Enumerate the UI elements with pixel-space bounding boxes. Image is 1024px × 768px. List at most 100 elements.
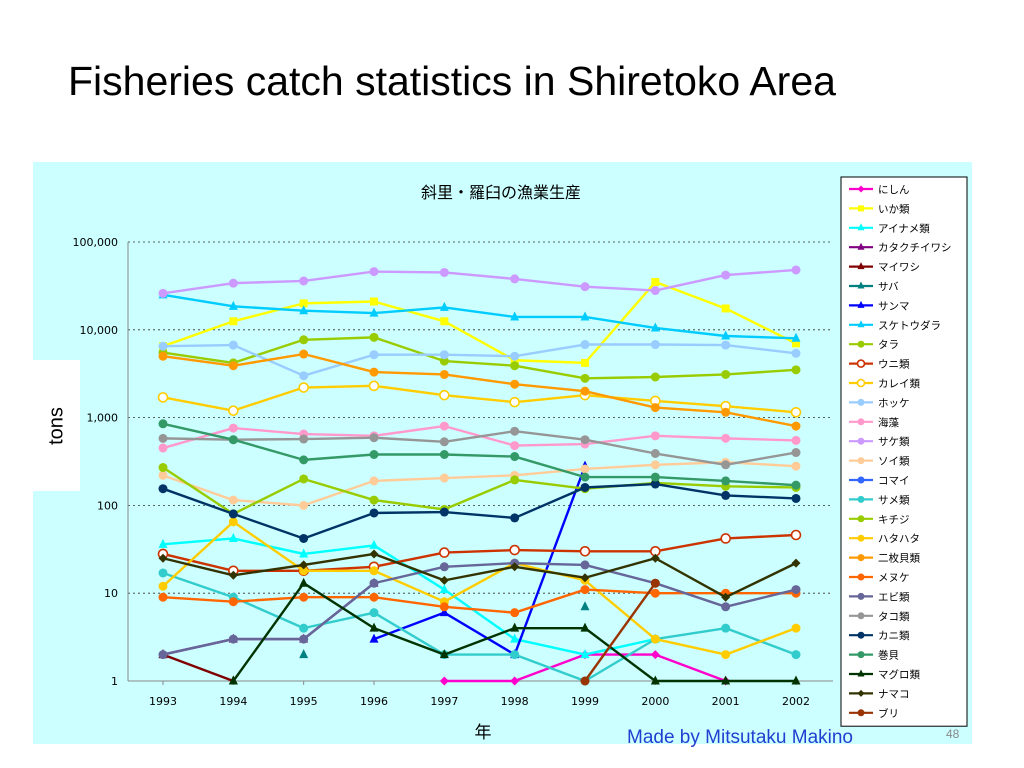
legend-label: アイナメ類	[878, 223, 930, 235]
x-axis-title: 年	[475, 723, 492, 743]
data-point	[228, 495, 238, 505]
data-point	[158, 568, 168, 578]
x-tick-label: 1999	[571, 695, 599, 708]
data-point	[228, 340, 238, 350]
data-point	[721, 304, 730, 313]
data-point	[158, 553, 168, 563]
data-point	[580, 340, 590, 350]
data-point	[580, 585, 590, 595]
data-point	[580, 311, 590, 321]
data-point	[791, 480, 801, 490]
credit-text: Made by Mitsutaku Makino	[627, 727, 853, 748]
data-point	[510, 608, 520, 618]
data-point	[369, 495, 379, 505]
legend-marker	[857, 340, 865, 348]
data-point	[439, 356, 449, 366]
legend-label: 巻貝	[878, 650, 899, 662]
series-line	[162, 336, 797, 380]
legend-label: マイワシ	[878, 262, 920, 274]
data-point	[510, 351, 520, 361]
series-line	[162, 268, 797, 295]
data-point	[369, 433, 379, 443]
legend-marker	[857, 689, 865, 697]
data-point	[721, 623, 731, 633]
data-point	[650, 578, 660, 588]
legend-marker	[858, 205, 864, 212]
series-line	[162, 561, 797, 656]
data-point	[650, 472, 660, 482]
series-line	[162, 422, 797, 487]
legend-marker	[857, 437, 865, 445]
data-point	[158, 538, 168, 548]
data-point	[721, 460, 731, 470]
data-point	[580, 622, 590, 632]
page-number: 48	[946, 727, 960, 741]
series-line	[162, 430, 797, 467]
data-point	[298, 382, 309, 393]
legend: にしんいか類アイナメ類カタクチイワシマイワシサバサンマスケトウダラタラウニ類カレ…	[840, 176, 968, 727]
data-point	[228, 405, 239, 416]
data-point	[510, 562, 520, 572]
data-point	[510, 379, 520, 389]
y-tick-label: 100	[97, 499, 118, 512]
data-point	[791, 365, 801, 375]
legend-label: ナマコ	[878, 688, 910, 700]
legend-marker	[857, 398, 865, 406]
series-line	[162, 461, 797, 507]
data-point	[369, 608, 379, 618]
series-10	[157, 380, 802, 418]
series-line	[584, 582, 657, 682]
data-point	[158, 443, 168, 453]
data-point	[510, 274, 520, 284]
data-point	[510, 452, 520, 462]
data-point	[228, 570, 238, 580]
data-point	[791, 558, 801, 568]
series-line	[373, 465, 587, 656]
data-point	[791, 435, 801, 445]
series-23	[158, 479, 801, 543]
axis-layer: 1 10 100 1,000 10,000 100,000 1993 1994 1995 1996…	[73, 236, 833, 708]
legend-marker	[856, 378, 866, 388]
data-point	[439, 649, 449, 659]
data-point	[299, 474, 309, 484]
data-point	[299, 299, 308, 308]
legend-label: ホッケ	[878, 397, 910, 409]
data-point	[791, 332, 801, 342]
data-point	[791, 585, 801, 595]
data-point	[510, 441, 520, 451]
legend-entry: マイワシ	[849, 262, 920, 274]
data-point	[158, 419, 168, 429]
series-line	[162, 571, 797, 683]
data-point	[580, 472, 590, 482]
data-point	[439, 267, 449, 277]
data-point	[721, 675, 731, 685]
data-point	[650, 449, 660, 459]
data-point	[650, 340, 660, 350]
data-point	[228, 509, 238, 519]
legend-label: ソイ類	[878, 456, 910, 468]
legend-label: カニ類	[878, 630, 910, 642]
data-point	[439, 389, 450, 401]
legend-label: カレイ類	[878, 378, 920, 390]
x-tick-label: 2000	[641, 695, 669, 708]
data-point	[721, 650, 731, 660]
series-line	[162, 552, 797, 599]
legend-marker	[857, 592, 865, 600]
legend-marker	[857, 495, 865, 503]
data-point	[650, 634, 660, 644]
data-point	[228, 361, 238, 371]
legend-label: ウニ類	[878, 359, 910, 371]
data-point	[369, 332, 379, 342]
data-point	[439, 437, 449, 447]
data-point	[299, 349, 309, 359]
data-point	[792, 339, 800, 348]
x-tick-label: 2002	[782, 695, 810, 708]
y-tick-label: 100,000	[73, 236, 119, 249]
data-point	[650, 286, 660, 296]
data-point	[580, 560, 590, 570]
legend-label: ブリ	[878, 707, 899, 720]
data-point	[439, 584, 449, 594]
series-7	[158, 289, 801, 342]
data-point	[370, 297, 378, 306]
data-point	[650, 588, 660, 598]
